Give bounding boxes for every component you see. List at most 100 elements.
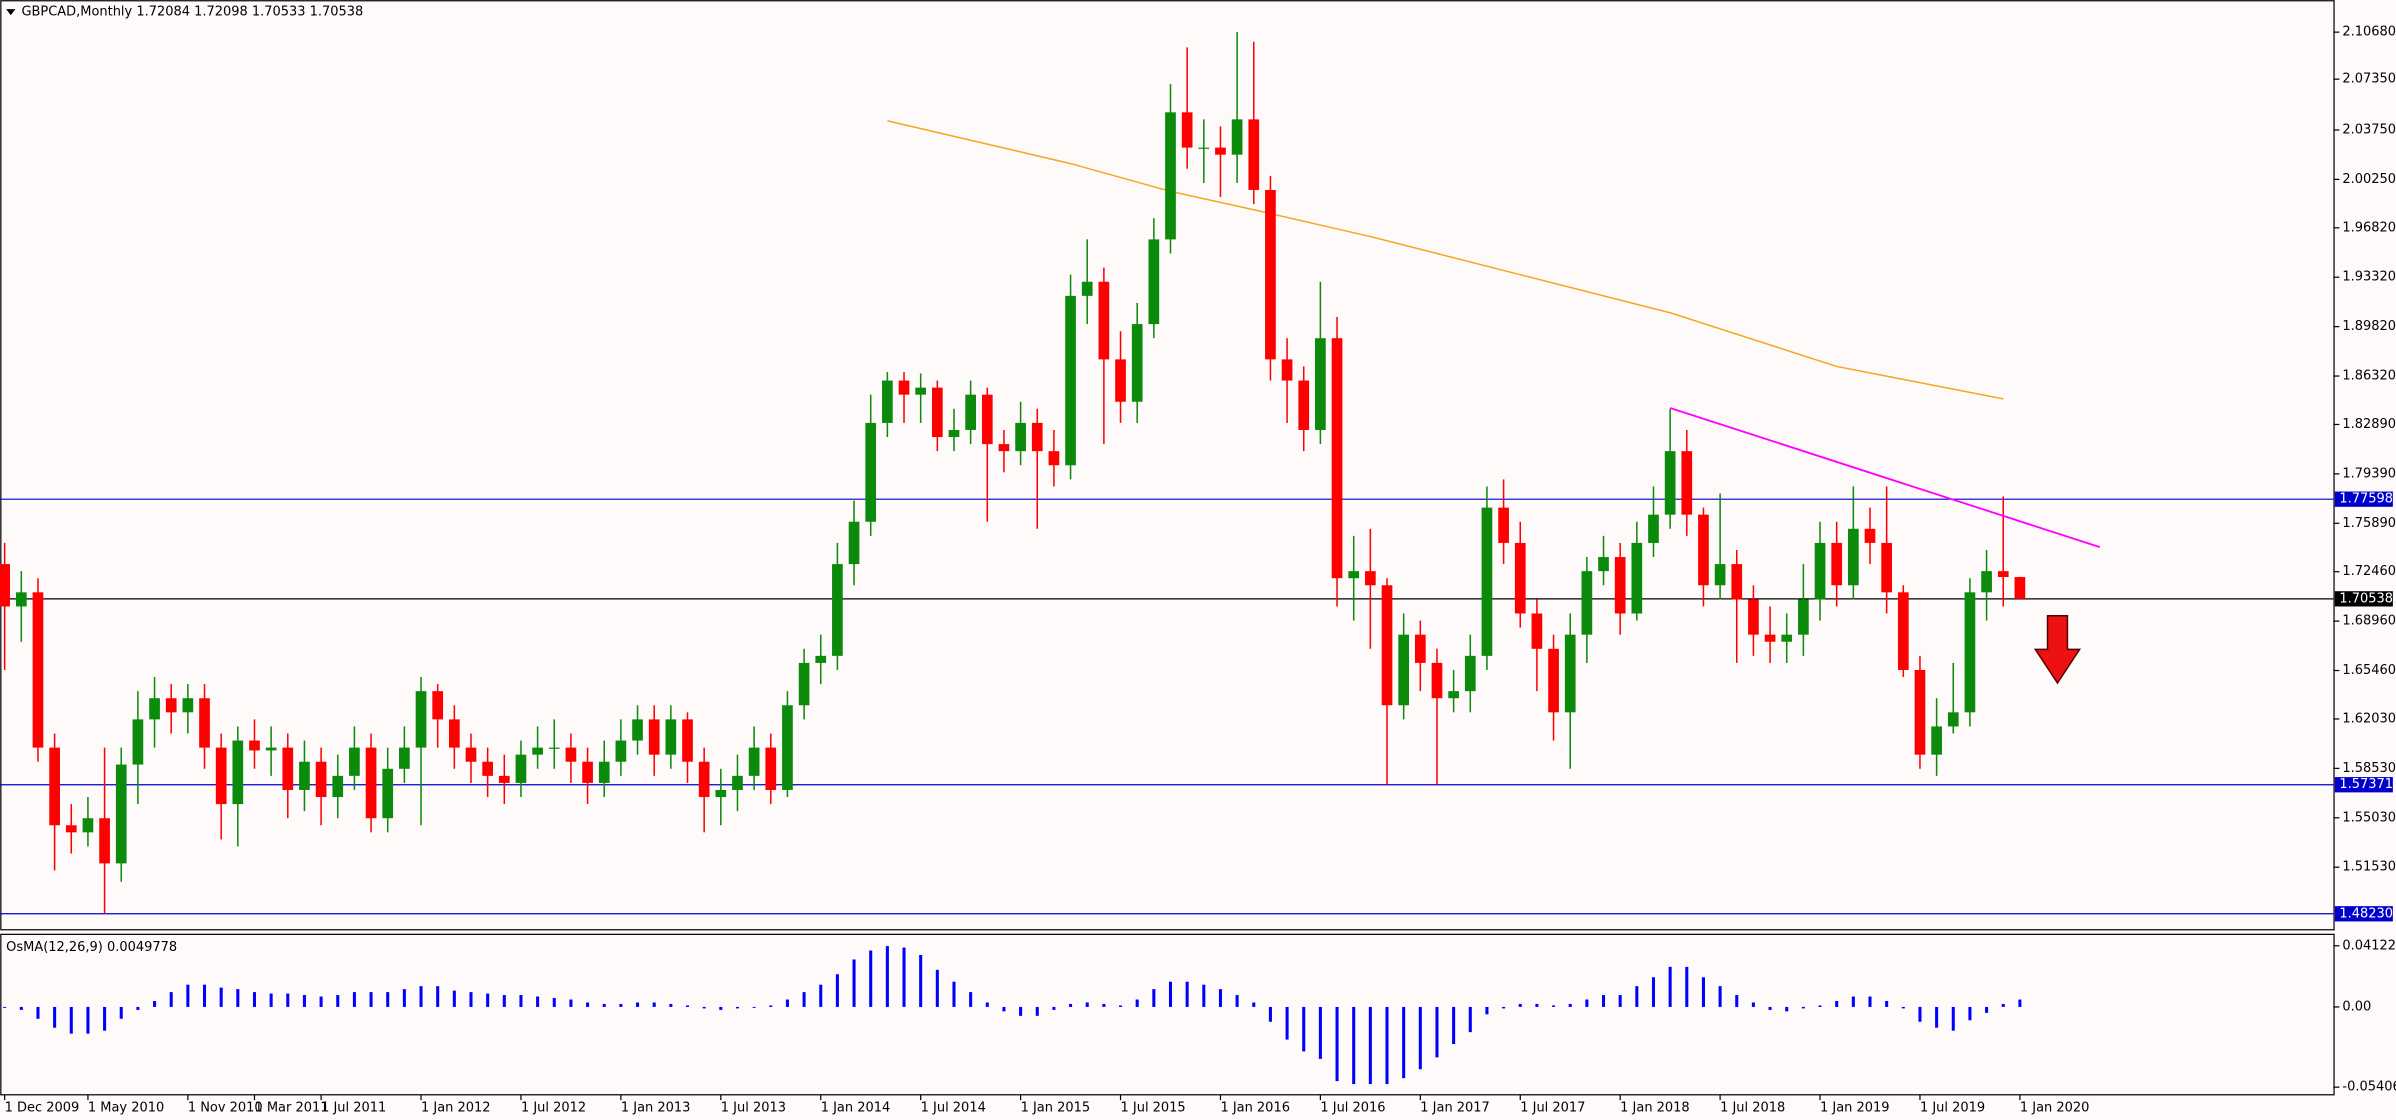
x-tick-label: 1 Mar 2011: [254, 1100, 328, 1115]
osma-bar: [569, 999, 573, 1007]
osma-bar: [1901, 1006, 1905, 1009]
x-tick-label: 1 Jan 2016: [1220, 1100, 1290, 1115]
candle-body: [1398, 634, 1410, 706]
candle-body: [1548, 648, 1559, 713]
candle-body: [1081, 281, 1093, 296]
candle-body: [1564, 634, 1576, 713]
candle-body: [182, 698, 194, 713]
candle-body: [1248, 119, 1260, 190]
candle-body: [315, 761, 327, 798]
candle-body: [1131, 324, 1143, 402]
osma-bar: [1035, 1006, 1039, 1016]
osma-bar: [1735, 995, 1739, 1007]
osma-bar: [852, 959, 856, 1007]
osma-bar: [1052, 1006, 1056, 1010]
osma-bar: [1302, 1006, 1306, 1052]
candle-body: [15, 592, 27, 607]
osma-bar: [935, 969, 939, 1007]
osma-bar: [1701, 977, 1705, 1007]
candle-body: [1498, 507, 1509, 543]
osma-bar: [119, 1006, 123, 1019]
candle-body: [1265, 189, 1276, 360]
osma-bar: [1518, 1003, 1522, 1007]
candle-body: [215, 747, 227, 805]
osma-bar: [1885, 1000, 1889, 1007]
osma-bar: [1801, 1006, 1805, 1009]
osma-bar: [86, 1006, 90, 1034]
candle-body: [1098, 281, 1110, 360]
osma-bar: [985, 1002, 989, 1007]
osma-bar: [1119, 1005, 1123, 1007]
osma-bar: [286, 993, 290, 1007]
osma-bar: [602, 1003, 606, 1007]
down-arrow: [2033, 615, 2082, 685]
osma-bar: [819, 984, 823, 1007]
candle-body: [1031, 422, 1043, 452]
osma-bar: [1818, 1005, 1822, 1007]
candle-body: [1698, 514, 1709, 586]
candle-body: [1464, 655, 1476, 692]
osma-bar: [1835, 1000, 1839, 1007]
candle-body: [448, 719, 460, 748]
osma-bar: [236, 989, 240, 1007]
x-tick-label: 1 Jul 2013: [721, 1100, 786, 1115]
candle-body: [832, 564, 843, 656]
y-tick-label: 1.93320: [2342, 270, 2396, 285]
osma-bar: [1069, 1003, 1073, 1007]
y-tick-label: 1.96820: [2342, 220, 2396, 235]
candle-body: [1481, 507, 1493, 656]
level-label-box: [2334, 591, 2393, 607]
candle-body: [748, 747, 760, 776]
candle-body: [1381, 585, 1393, 706]
osma-bar: [1352, 1006, 1356, 1085]
osma-bar: [1452, 1006, 1456, 1045]
candle-body: [865, 422, 877, 522]
candle-body: [732, 775, 743, 790]
x-tick-label: 1 Jan 2014: [821, 1100, 891, 1115]
osma-bar: [1185, 981, 1189, 1007]
candle-body: [1414, 634, 1426, 663]
osma-bar: [1002, 1006, 1006, 1012]
osma-bar: [336, 995, 340, 1007]
y-tick-label: 1.51530: [2342, 860, 2396, 875]
x-tick-label: 1 Jul 2012: [521, 1100, 586, 1115]
candle-body: [1581, 571, 1593, 635]
osma-bar: [885, 946, 889, 1007]
osma-bar: [1618, 995, 1622, 1007]
osma-bar: [636, 1002, 640, 1007]
candle-body: [115, 764, 127, 864]
candle-body: [132, 719, 144, 765]
candle-body: [948, 429, 960, 438]
osma-bar: [1502, 1006, 1506, 1009]
x-tick-label: 1 Jul 2018: [1720, 1100, 1785, 1115]
y-tick-label: 0.0412237: [2342, 938, 2396, 953]
osma-bar: [702, 1006, 706, 1009]
candle-body: [682, 719, 693, 762]
osma-bar: [1235, 995, 1239, 1007]
candle-body: [515, 754, 527, 783]
osma-bar: [153, 1000, 157, 1007]
x-tick-label: 1 Jan 2015: [1021, 1100, 1091, 1115]
osma-bar: [1468, 1006, 1472, 1033]
candle-body: [1897, 592, 1909, 670]
candle-body: [0, 564, 11, 607]
candle-body: [415, 691, 427, 748]
osma-bar: [369, 992, 373, 1007]
osma-bar: [3, 1006, 7, 1008]
candle-body: [1947, 712, 1959, 727]
menu-triangle[interactable]: [6, 9, 16, 16]
candle-body: [1198, 147, 1210, 149]
osma-bar: [1568, 1003, 1572, 1007]
osma-bar: [586, 1002, 590, 1007]
candle-body: [249, 740, 260, 751]
osma-bar: [53, 1006, 57, 1028]
osma-bar: [519, 995, 523, 1007]
candle-body: [1964, 592, 1976, 713]
osma-bar: [1718, 986, 1722, 1007]
osma-bar: [1152, 989, 1156, 1007]
candle-body: [1215, 147, 1226, 155]
osma-bar: [1402, 1006, 1406, 1079]
y-tick-label: 1.62030: [2342, 711, 2396, 726]
